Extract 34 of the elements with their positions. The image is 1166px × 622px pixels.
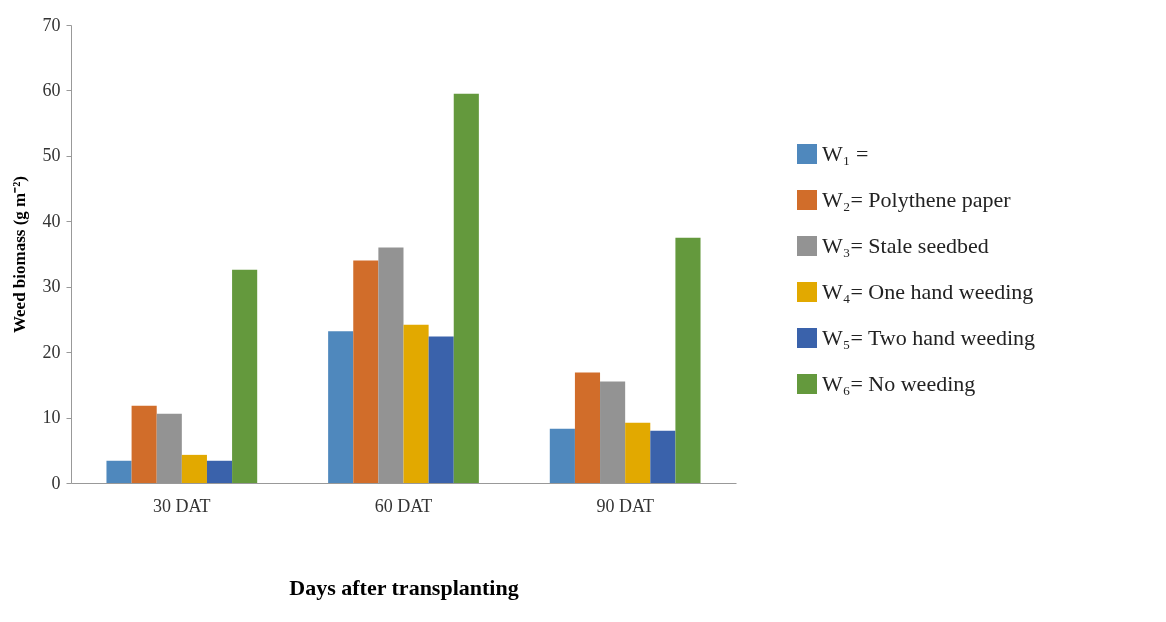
bar (106, 460, 132, 483)
legend-label: W₂= Polythene paper (822, 187, 1012, 212)
y-tick-label: 40 (42, 210, 61, 231)
y-tick-label: 30 (42, 276, 61, 297)
bar (206, 460, 233, 483)
y-tick-label: 50 (42, 145, 61, 166)
bar (549, 428, 575, 483)
bar (574, 372, 601, 483)
x-tick-label: 60 DAT (374, 495, 433, 516)
x-tick-label: 30 DAT (153, 495, 211, 516)
bar (650, 430, 676, 483)
legend-label: W₆= No weeding (822, 371, 976, 396)
bar (328, 331, 354, 483)
legend-label: W₁ = (822, 141, 869, 166)
bar (403, 324, 429, 483)
bar (131, 405, 157, 483)
bar (453, 93, 479, 483)
y-tick-label: 10 (42, 407, 61, 428)
legend-label: W₃= Stale seedbed (822, 233, 989, 258)
y-tick-label: 0 (51, 472, 61, 493)
y-tick-label: 60 (42, 79, 61, 100)
bar (625, 422, 651, 483)
y-tick-label: 20 (42, 341, 61, 362)
x-tick-label: 90 DAT (596, 495, 654, 516)
bar (675, 237, 701, 483)
legend-label: W₄= One hand weeding (822, 279, 1034, 304)
bar (428, 336, 454, 483)
x-axis-title: Days after transplanting (289, 574, 519, 600)
y-tick-label: 70 (42, 14, 61, 35)
bar (353, 260, 379, 483)
bar (181, 454, 207, 483)
y-axis-title: Weed biomass (g m⁻²) (9, 175, 29, 334)
bar (232, 269, 258, 483)
legend-label: W₅= Two hand weeding (822, 325, 1036, 350)
